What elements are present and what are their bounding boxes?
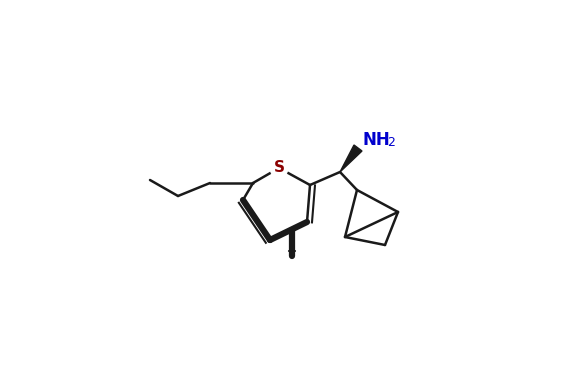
- Circle shape: [270, 159, 288, 177]
- Text: S: S: [274, 160, 285, 176]
- Text: 2: 2: [387, 136, 395, 149]
- Polygon shape: [340, 145, 362, 172]
- Text: NH: NH: [363, 131, 391, 149]
